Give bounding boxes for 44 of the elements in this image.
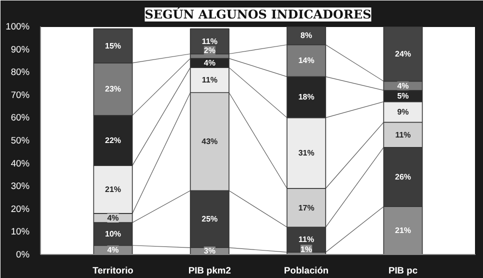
data-label: 21% [104,185,122,194]
data-label: 4% [107,214,119,223]
y-tick-label: 0% [16,250,30,260]
y-tick-label: 100% [6,22,30,32]
data-label: 43% [202,137,218,146]
data-label: 25% [202,214,218,224]
x-tick-label: PIB pc [388,266,418,276]
y-tick-label: 50% [10,136,30,146]
y-tick-label: 40% [10,158,30,168]
data-label: 24% [394,49,412,58]
data-label: 2% [204,46,216,55]
data-label: 4% [107,245,119,254]
data-label: 31% [298,148,314,158]
y-tick-label: 80% [10,67,30,78]
x-tick-label: Población [284,266,329,276]
data-label: 23% [104,84,122,94]
x-tick-label: Territorio [92,266,134,276]
x-tick-label: PIB pkm2 [188,266,231,276]
y-tick-label: 10% [10,226,30,237]
data-label: 17% [298,203,314,212]
data-label: 3% [204,246,216,256]
data-label: 10% [104,229,122,238]
data-label: 5% [397,92,409,101]
data-label: 1% [300,244,312,254]
y-tick-label: 70% [10,90,30,100]
chart-title: SEGÚN ALGUNOS INDICADORES [144,6,372,22]
data-label: 4% [397,81,409,90]
data-label: 14% [298,56,314,66]
data-label: 11% [298,235,314,244]
y-tick-label: 30% [10,181,30,192]
data-label: 11% [202,76,218,85]
data-label: 18% [298,92,314,102]
data-label: 15% [104,41,122,50]
data-label: 11% [202,36,218,46]
data-label: 26% [394,172,412,182]
y-tick-label: 20% [10,204,30,214]
y-tick-label: 60% [10,112,30,123]
data-label: 4% [204,58,216,68]
y-tick-label: 90% [10,44,30,54]
data-label: 22% [104,136,122,145]
data-label: 21% [394,226,412,236]
data-label: 8% [300,31,312,40]
data-label: 9% [397,108,409,116]
data-label: 11% [395,130,411,140]
